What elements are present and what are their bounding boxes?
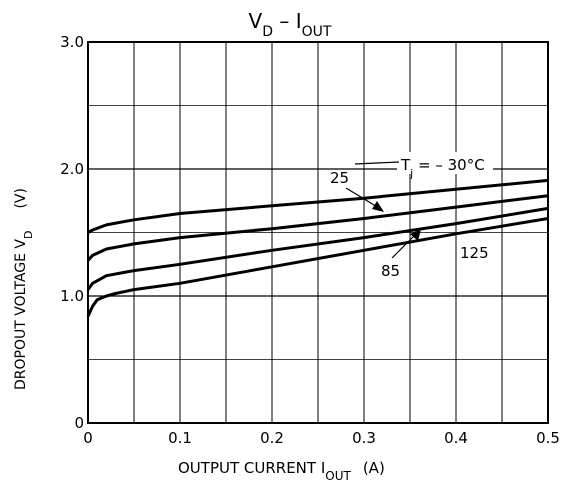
y-tick-label: 2.0 [60,160,84,178]
annotation-125: 125 [460,244,489,262]
chart-title: VD – IOUT [249,9,332,40]
arrow-85-head [410,229,421,241]
x-tick-label: 0 [83,429,93,447]
series-line-3 [86,217,549,317]
x-tick-label: 0.3 [352,429,376,447]
grid [88,42,548,423]
series-line-0 [87,178,549,234]
x-tick-label: 0.4 [444,429,468,447]
series-line-2 [86,206,549,291]
temperature-label-bg [397,152,493,174]
arrow-25-head [372,201,384,212]
x-tick-label: 0.1 [168,429,192,447]
temperature-label: Tj = – 30°C [400,156,485,180]
y-tick-label: 1.0 [60,287,84,305]
series-lines [86,178,549,317]
series-line-1 [86,194,549,262]
x-tick-label: 0.5 [536,429,560,447]
y-tick-label: 0 [74,414,84,432]
y-tick-label: 3.0 [60,33,84,51]
y-axis-label: DROPOUT VOLTAGE VD(V) [13,188,35,390]
y-tick-labels: 0 1.0 2.0 3.0 [60,33,84,432]
annotation-25: 25 [330,169,349,187]
temperature-leader-line [354,161,400,165]
x-tick-label: 0.2 [260,429,284,447]
annotation-85: 85 [381,262,400,280]
arrow-25-line [345,187,380,209]
x-tick-labels: 0 0.1 0.2 0.3 0.4 0.5 [83,429,560,447]
arrow-85-line [391,233,417,259]
x-axis-label: OUTPUT CURRENT IOUT (A) [178,459,385,483]
